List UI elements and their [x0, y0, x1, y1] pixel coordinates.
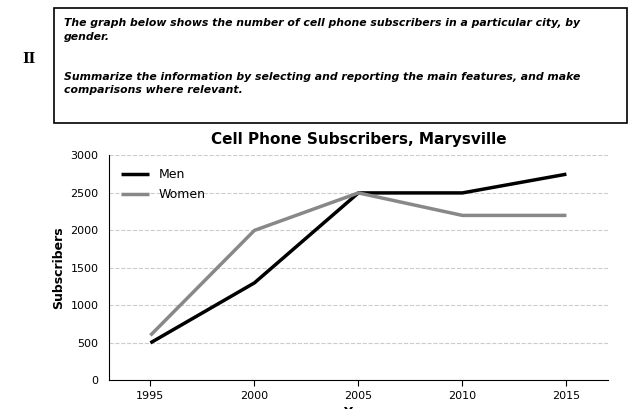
Legend: Men, Women: Men, Women	[115, 162, 212, 208]
Y-axis label: Subscribers: Subscribers	[52, 227, 65, 309]
Text: II: II	[22, 52, 35, 66]
Men	[355, 191, 362, 196]
Women	[355, 191, 362, 196]
Men	[251, 281, 259, 285]
X-axis label: Year: Year	[343, 407, 374, 409]
Men	[147, 340, 154, 345]
Men	[459, 191, 467, 196]
Line: Women: Women	[150, 193, 566, 335]
Text: The graph below shows the number of cell phone subscribers in a particular city,: The graph below shows the number of cell…	[64, 18, 580, 42]
Women	[147, 333, 154, 338]
Men	[563, 172, 570, 177]
Text: Summarize the information by selecting and reporting the main features, and make: Summarize the information by selecting a…	[64, 72, 580, 95]
Title: Cell Phone Subscribers, Marysville: Cell Phone Subscribers, Marysville	[211, 132, 506, 147]
Line: Men: Men	[150, 174, 566, 343]
Women	[251, 228, 259, 233]
Women	[563, 213, 570, 218]
Women	[459, 213, 467, 218]
